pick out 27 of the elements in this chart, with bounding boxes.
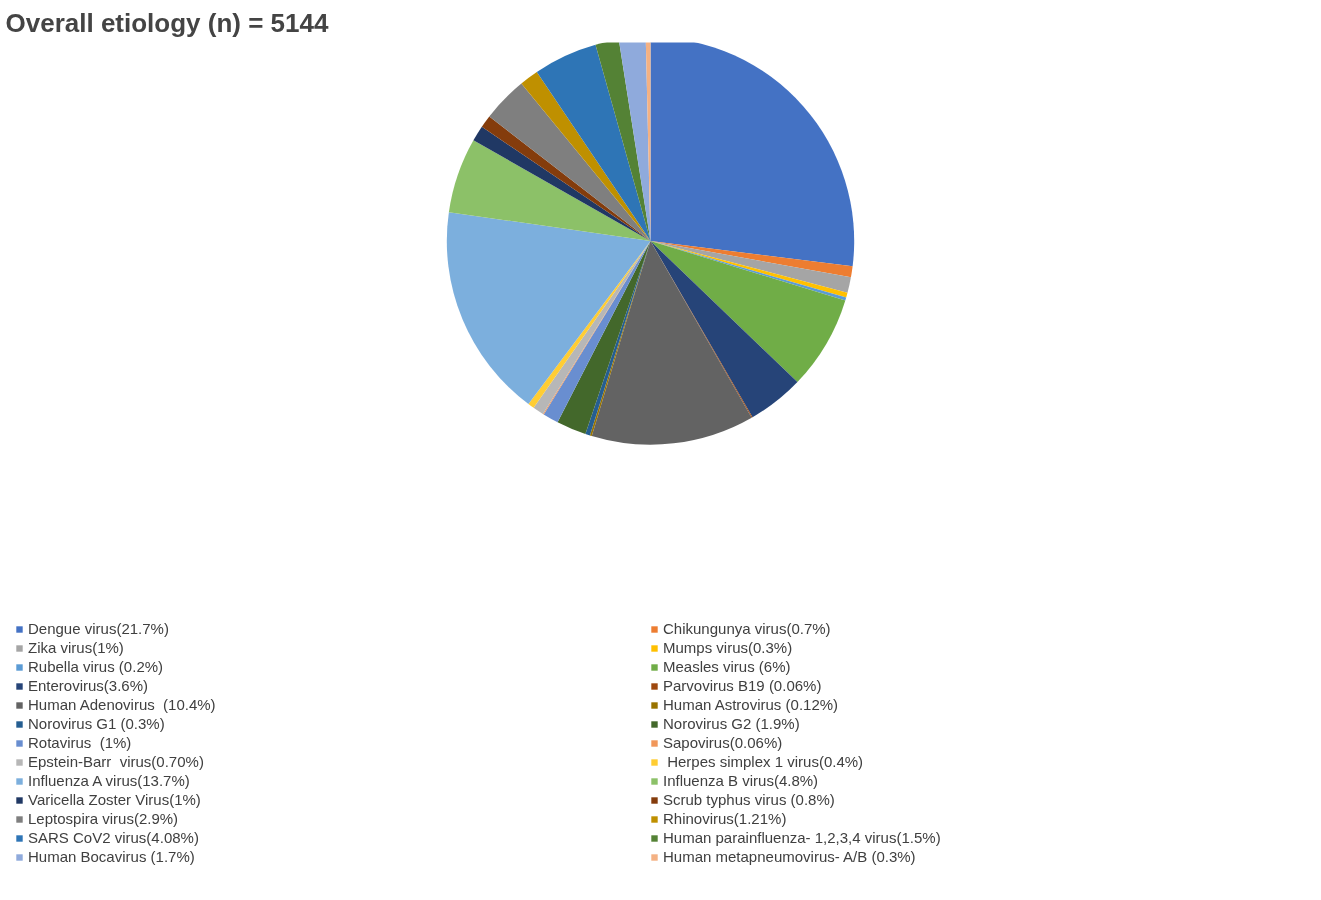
legend-label: Human Adenovirus (10.4%) bbox=[28, 696, 217, 713]
legend-label: Influenza B virus(4.8%) bbox=[663, 772, 820, 789]
legend-label: Rotavirus (1%) bbox=[28, 734, 133, 751]
legend-label: Chikungunya virus(0.7%) bbox=[663, 620, 832, 637]
legend-label: Epstein-Barr virus(0.70%) bbox=[28, 753, 205, 770]
legend-label: Mumps virus(0.3%) bbox=[663, 639, 794, 656]
legend-label: Norovirus G2 (1.9%) bbox=[663, 715, 801, 732]
legend-label: Rubella virus (0.2%) bbox=[28, 658, 165, 675]
legend-label: Human parainfluenza- 1,2,3,4 virus(1.5%) bbox=[663, 829, 942, 846]
legend-label: Influenza A virus(13.7%) bbox=[28, 772, 191, 789]
legend-label: Human metapneumovirus- A/B (0.3%) bbox=[663, 848, 917, 865]
legend-label: Herpes simplex 1 virus(0.4%) bbox=[666, 753, 865, 770]
legend-label: Rhinovirus(1.21%) bbox=[663, 810, 788, 827]
legend-label: Parvovirus B19 (0.06%) bbox=[663, 677, 823, 694]
legend-label: Human Bocavirus (1.7%) bbox=[28, 848, 196, 865]
legend-label: Measles virus (6%) bbox=[663, 658, 792, 675]
legend-label: Enterovirus(3.6%) bbox=[28, 677, 150, 694]
legend-label: Varicella Zoster Virus(1%) bbox=[28, 791, 202, 808]
legend-label: Leptospira virus(2.9%) bbox=[28, 810, 180, 827]
legend-label: SARS CoV2 virus(4.08%) bbox=[28, 829, 200, 846]
legend-label: Sapovirus(0.06%) bbox=[663, 734, 784, 751]
legend-label: Dengue virus(21.7%) bbox=[28, 620, 170, 637]
legend-label: Zika virus(1%) bbox=[28, 639, 125, 656]
legend-label: Human Astrovirus (0.12%) bbox=[663, 696, 840, 713]
chart-title: Overall etiology (n) = 5144 bbox=[5, 7, 329, 38]
legend-label: Norovirus G1 (0.3%) bbox=[28, 715, 166, 732]
legend-label: Scrub typhus virus (0.8%) bbox=[663, 791, 836, 808]
